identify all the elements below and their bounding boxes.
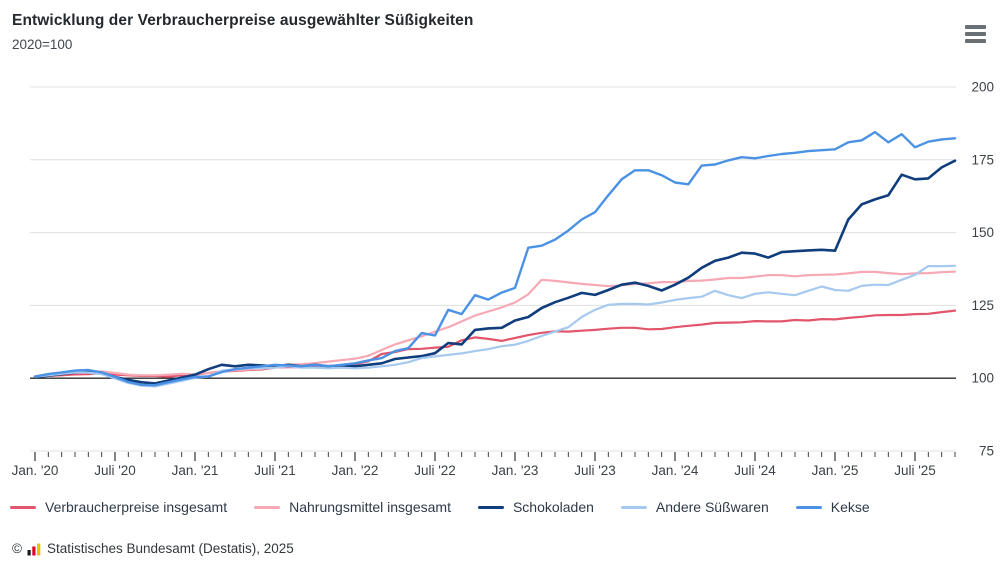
legend-swatch-schokoladen xyxy=(477,505,504,509)
legend: Verbraucherpreise insgesamt Nahrungsmitte… xyxy=(10,497,870,517)
chart-menu-button[interactable] xyxy=(965,25,986,43)
svg-text:100: 100 xyxy=(971,371,994,386)
source-footer: © Statistisches Bundesamt (Destatis), 20… xyxy=(12,541,294,556)
svg-text:Juli '25: Juli '25 xyxy=(894,463,936,478)
svg-text:Jan. '24: Jan. '24 xyxy=(652,463,699,478)
legend-label: Verbraucherpreise insgesamt xyxy=(45,499,228,515)
legend-item-verbraucherpreise-insgesamt[interactable]: Verbraucherpreise insgesamt xyxy=(10,499,227,515)
legend-item-schokoladen[interactable]: Schokoladen xyxy=(477,499,594,515)
svg-text:200: 200 xyxy=(971,80,994,95)
series-line-schokoladen xyxy=(33,159,957,385)
series-line-andere-s-waren xyxy=(33,264,957,388)
source-attribution: Statistisches Bundesamt (Destatis), 2025 xyxy=(46,541,294,556)
legend-item-nahrungsmittel-insgesamt[interactable]: Nahrungsmittel insgesamt xyxy=(254,499,451,515)
destatis-logo-icon xyxy=(27,543,41,555)
copyright-symbol: © xyxy=(12,541,22,556)
svg-text:Jan. '22: Jan. '22 xyxy=(332,463,379,478)
svg-text:Juli '20: Juli '20 xyxy=(94,463,136,478)
svg-text:Jan. '25: Jan. '25 xyxy=(812,463,859,478)
chart-title: Entwicklung der Verbraucherpreise ausgew… xyxy=(12,12,474,29)
svg-text:150: 150 xyxy=(971,225,994,240)
hamburger-icon-bar xyxy=(965,32,986,36)
svg-text:125: 125 xyxy=(971,298,994,313)
y-gridlines xyxy=(30,86,956,452)
series-line-verbraucherpreise-insgesamt xyxy=(33,309,957,378)
legend-swatch-nahrungsmittel-insgesamt xyxy=(254,505,281,509)
chart-subtitle: 2020=100 xyxy=(12,37,73,52)
legend-label: Andere Süßwaren xyxy=(655,499,769,515)
svg-text:75: 75 xyxy=(979,444,994,459)
legend-label: Nahrungsmittel insgesamt xyxy=(289,499,451,515)
svg-text:Juli '21: Juli '21 xyxy=(254,463,296,478)
legend-item-kekse[interactable]: Kekse xyxy=(795,499,870,515)
series-line-kekse xyxy=(33,130,957,387)
svg-text:175: 175 xyxy=(971,152,994,167)
hamburger-icon-bar xyxy=(965,39,986,43)
svg-text:Juli '23: Juli '23 xyxy=(574,463,616,478)
svg-text:Jan. '23: Jan. '23 xyxy=(492,463,539,478)
series-line-nahrungsmittel-insgesamt xyxy=(33,270,957,378)
x-axis-ticks xyxy=(34,452,956,461)
legend-swatch-verbraucherpreise-insgesamt xyxy=(10,505,36,509)
svg-text:Jan. '21: Jan. '21 xyxy=(172,463,219,478)
svg-text:Juli '22: Juli '22 xyxy=(414,463,456,478)
svg-text:Juli '24: Juli '24 xyxy=(734,463,776,478)
legend-swatch-andere-s-waren xyxy=(620,505,647,509)
y-axis-labels: 200 175 150 125 100 75 xyxy=(971,80,994,459)
legend-swatch-kekse xyxy=(795,505,822,509)
legend-item-andere-s-waren[interactable]: Andere Süßwaren xyxy=(620,499,769,515)
legend-label: Schokoladen xyxy=(512,499,594,515)
svg-text:Jan. '20: Jan. '20 xyxy=(12,463,59,478)
legend-label: Kekse xyxy=(830,499,870,515)
x-axis-labels: Jan. '20 Juli '20 Jan. '21 Juli '21 Jan. '22… xyxy=(12,463,936,478)
hamburger-icon-bar xyxy=(965,25,986,29)
